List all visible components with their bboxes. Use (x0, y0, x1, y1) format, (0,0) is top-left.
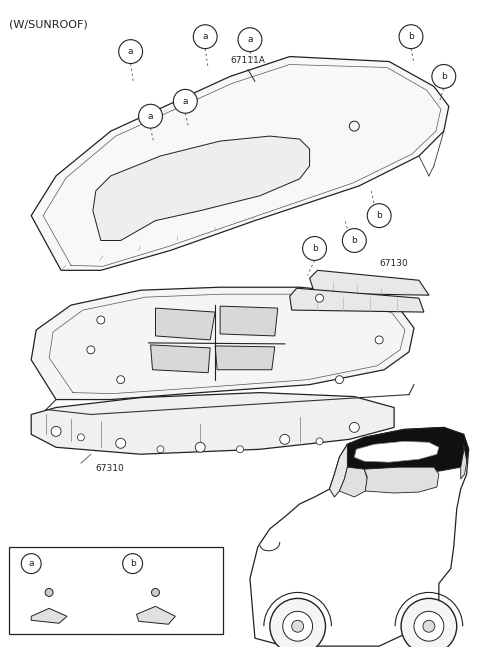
Circle shape (401, 598, 457, 649)
Circle shape (157, 446, 164, 453)
Circle shape (283, 611, 312, 641)
Polygon shape (31, 56, 449, 271)
Polygon shape (93, 136, 310, 241)
Text: b: b (376, 211, 382, 220)
Circle shape (152, 589, 159, 596)
Text: b: b (408, 32, 414, 41)
Polygon shape (220, 306, 278, 336)
Text: b: b (312, 244, 317, 253)
Polygon shape (156, 308, 215, 340)
Polygon shape (290, 288, 424, 312)
Text: a: a (28, 559, 34, 568)
Text: a: a (148, 112, 153, 121)
Text: 67136: 67136 (320, 287, 348, 296)
Circle shape (414, 611, 444, 641)
Text: 67111A: 67111A (230, 56, 265, 64)
Circle shape (280, 434, 290, 445)
Circle shape (45, 589, 53, 596)
Circle shape (97, 316, 105, 324)
Circle shape (316, 438, 323, 445)
Circle shape (315, 294, 324, 302)
Circle shape (51, 426, 61, 436)
Polygon shape (344, 428, 468, 472)
Circle shape (302, 236, 326, 260)
Circle shape (173, 90, 197, 113)
Circle shape (399, 25, 423, 49)
Text: a: a (203, 32, 208, 41)
Polygon shape (31, 608, 67, 623)
Text: a: a (182, 97, 188, 106)
Text: 67310: 67310 (96, 464, 125, 473)
Circle shape (117, 376, 125, 384)
Polygon shape (31, 288, 414, 400)
Circle shape (77, 434, 84, 441)
Circle shape (123, 554, 143, 574)
Circle shape (87, 346, 95, 354)
Polygon shape (31, 393, 394, 454)
Polygon shape (364, 467, 439, 493)
Text: b: b (441, 72, 447, 81)
Text: 67331R: 67331R (47, 559, 82, 568)
Circle shape (336, 376, 343, 384)
Circle shape (423, 620, 435, 632)
Text: 67321L: 67321L (148, 559, 182, 568)
Text: (W/SUNROOF): (W/SUNROOF) (9, 19, 88, 30)
Circle shape (367, 204, 391, 228)
Polygon shape (151, 345, 210, 373)
Circle shape (119, 40, 143, 64)
Circle shape (432, 64, 456, 88)
Circle shape (237, 446, 243, 453)
Text: 67130: 67130 (379, 260, 408, 268)
FancyBboxPatch shape (9, 546, 223, 634)
Circle shape (116, 438, 126, 448)
Polygon shape (329, 445, 348, 497)
Text: a: a (128, 47, 133, 56)
Circle shape (270, 598, 325, 649)
Polygon shape (215, 346, 275, 370)
Text: a: a (247, 35, 252, 44)
Text: b: b (130, 559, 135, 568)
Circle shape (342, 228, 366, 252)
Polygon shape (250, 428, 468, 646)
Circle shape (238, 28, 262, 51)
Polygon shape (310, 271, 429, 295)
Polygon shape (137, 606, 175, 624)
Circle shape (21, 554, 41, 574)
Circle shape (292, 620, 304, 632)
Text: 67115: 67115 (314, 275, 343, 283)
Circle shape (375, 336, 383, 344)
Polygon shape (339, 467, 367, 497)
Circle shape (195, 443, 205, 452)
Text: b: b (351, 236, 357, 245)
Polygon shape (461, 445, 467, 479)
Circle shape (193, 25, 217, 49)
Circle shape (349, 422, 360, 432)
Polygon shape (354, 441, 439, 462)
Circle shape (139, 104, 162, 128)
